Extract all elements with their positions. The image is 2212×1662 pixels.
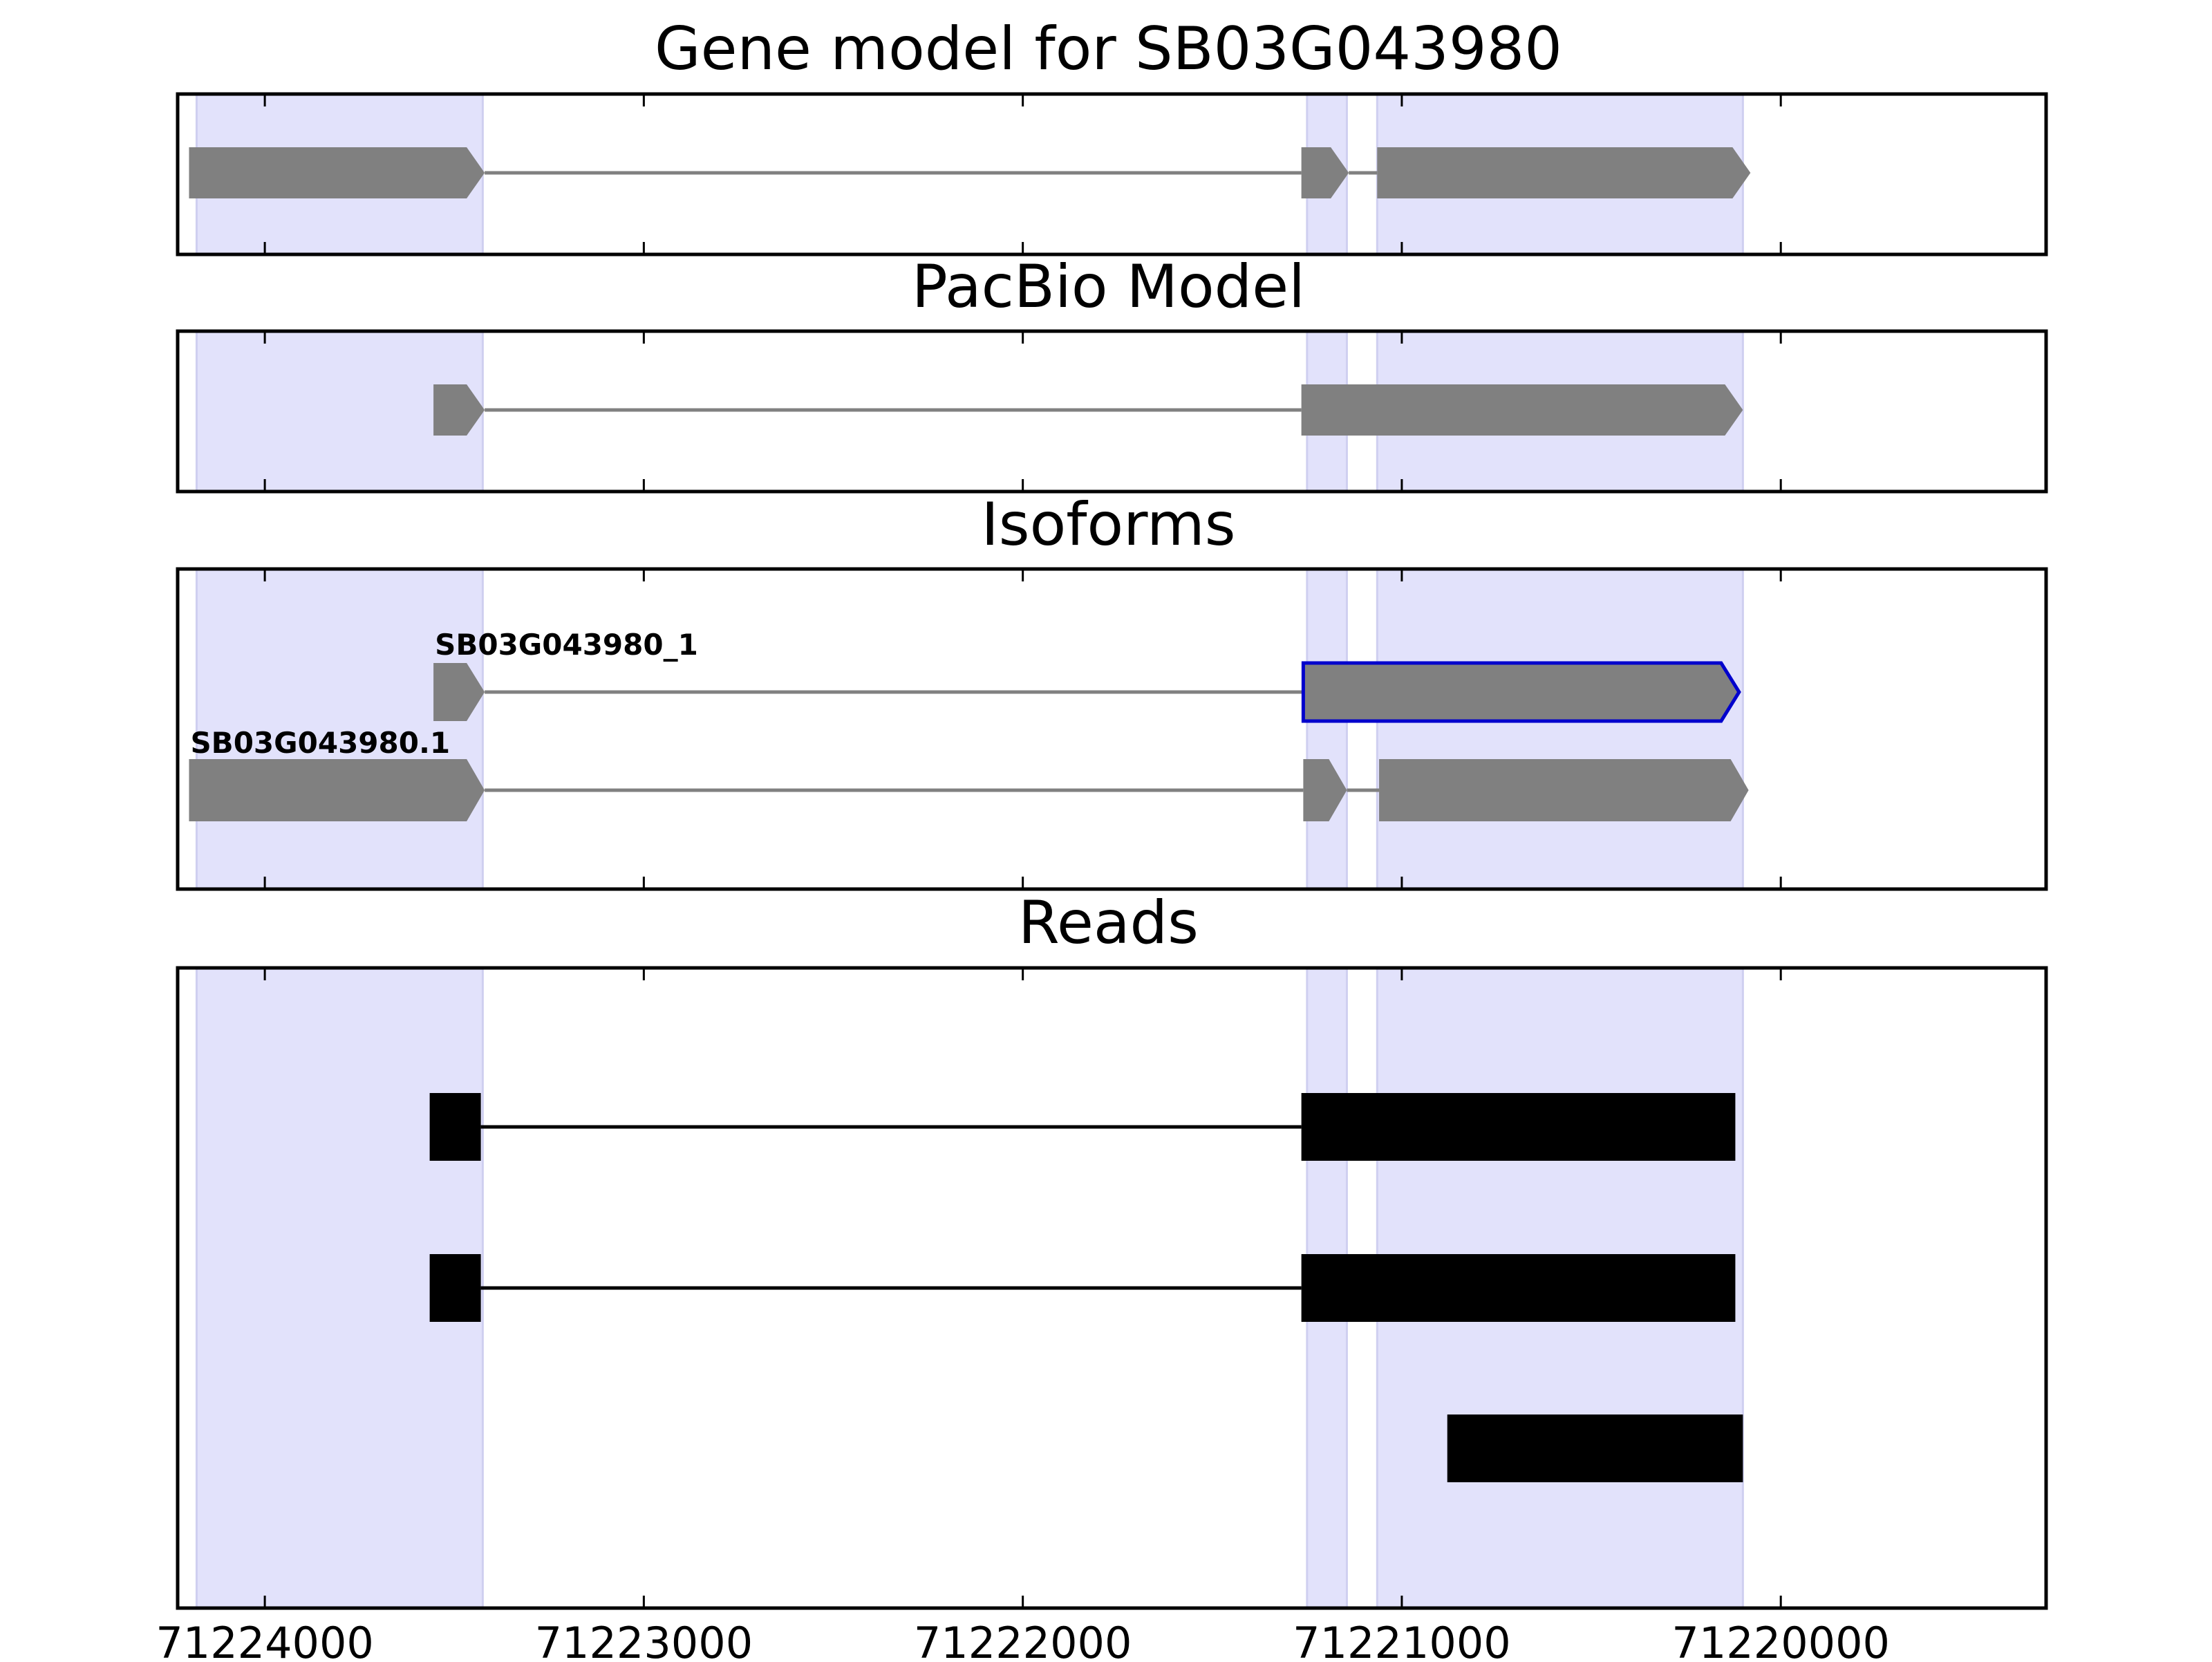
panel-title: Isoforms: [981, 490, 1235, 559]
read-exon-block: [429, 1254, 481, 1322]
highlight-region: [195, 569, 484, 889]
gene-model-panel-frame: [176, 92, 2048, 256]
gene-model-exon: [189, 147, 485, 198]
isoforms-panel: Isoforms: [176, 490, 2048, 891]
isoform-track: [433, 661, 1741, 723]
x-tick-label: 71221000: [1293, 1618, 1511, 1659]
isoform-exon: [1303, 663, 1739, 721]
highlight-region: [1306, 569, 1348, 889]
pacbio-model-panel-frame: [176, 329, 2048, 494]
isoform-exon: [433, 663, 485, 721]
panel-title: Reads: [1018, 888, 1199, 958]
gene-model-panel: Gene model for SB03G043980: [176, 15, 2048, 256]
highlight-region: [1376, 569, 1744, 889]
read-exon-block: [1301, 1254, 1736, 1322]
gene-model-exon: [1301, 147, 1349, 198]
read-exon-block: [429, 1093, 481, 1161]
read-exon-block: [1447, 1414, 1743, 1482]
x-tick-label: 71222000: [914, 1618, 1132, 1659]
panel-title: PacBio Model: [912, 252, 1305, 321]
isoform-label: SB03G043980.1: [190, 726, 450, 760]
reads-panel-frame: [176, 966, 2048, 1610]
gene-model-exon: [1377, 147, 1751, 198]
pacbio-model-exon: [433, 384, 485, 436]
panel-title: Gene model for SB03G043980: [655, 15, 1562, 84]
isoform-track: [189, 759, 1749, 821]
read-track: [429, 1093, 1736, 1161]
pacbio-model-panel: PacBio Model: [176, 252, 2048, 494]
read-track: [429, 1254, 1736, 1322]
isoforms-panel-frame: [176, 567, 2048, 891]
reads-panel-content: [195, 968, 1744, 1608]
isoform-label: SB03G043980_1: [435, 628, 698, 662]
pacbio-model-exon: [1301, 384, 1743, 436]
selected-isoform-outline: [1301, 661, 1741, 723]
x-tick-label: 71220000: [1671, 1618, 1890, 1659]
read-track: [1447, 1414, 1743, 1482]
gene-model-panel-content: [189, 94, 1751, 254]
isoforms-panel-content: [189, 569, 1749, 889]
x-tick-label: 71224000: [156, 1618, 374, 1659]
isoform-exon: [1379, 759, 1749, 821]
read-exon-block: [1301, 1093, 1736, 1161]
isoform-exon: [1303, 759, 1347, 821]
pacbio-model-panel-content: [195, 331, 1744, 492]
x-tick-label: 71223000: [535, 1618, 753, 1659]
reads-panel: Reads: [176, 888, 2048, 1610]
isoform-exon: [189, 759, 485, 821]
